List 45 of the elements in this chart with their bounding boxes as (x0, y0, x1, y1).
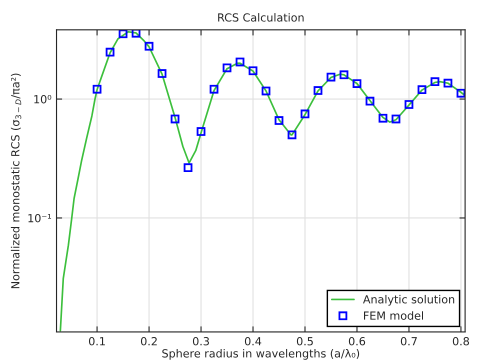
y-axis-title: Normalized monostatic RCS (σ$_{3−D}$/πa²) (10, 74, 22, 288)
point (236, 58, 244, 66)
point (314, 86, 322, 95)
point (288, 130, 296, 140)
point (378, 114, 388, 123)
point (456, 88, 466, 98)
line-series (60, 30, 466, 332)
x-tick-label: 0.3 (192, 337, 209, 346)
point (248, 66, 258, 76)
point (352, 79, 362, 88)
chart-title: RCS Calculation (218, 13, 304, 22)
x-axis-title: Sphere radius in wavelengths (a/λ₀) (162, 348, 360, 360)
point (392, 114, 400, 124)
point (210, 84, 218, 94)
x-tick-label: 0.8 (452, 337, 470, 346)
point (196, 127, 206, 136)
y-tick-label: 10⁰ (34, 95, 52, 104)
point (404, 100, 414, 109)
point (118, 30, 128, 38)
point (274, 116, 284, 125)
point (158, 69, 166, 78)
point (366, 96, 374, 106)
point (300, 110, 310, 118)
point (144, 42, 154, 51)
x-tick-label: 0.7 (400, 337, 417, 346)
x-tick-label: 0.6 (348, 337, 366, 346)
point (170, 114, 180, 124)
point (184, 163, 192, 172)
point (444, 78, 452, 88)
x-tick-label: 0.2 (140, 337, 157, 346)
point (92, 84, 102, 94)
legend-label: FEM model (364, 311, 423, 320)
point (326, 72, 336, 82)
x-tick-label: 0.1 (88, 337, 105, 346)
point (430, 77, 440, 86)
x-tick-label: 0.5 (296, 337, 313, 346)
point (262, 86, 270, 96)
point (340, 70, 348, 80)
x-tick-label: 0.4 (244, 337, 262, 346)
y-tick-label: 10⁻¹ (28, 214, 52, 222)
point (418, 85, 426, 94)
point (132, 30, 140, 38)
point (222, 63, 232, 72)
point (106, 48, 114, 57)
legend-label: Analytic solution (363, 294, 454, 306)
